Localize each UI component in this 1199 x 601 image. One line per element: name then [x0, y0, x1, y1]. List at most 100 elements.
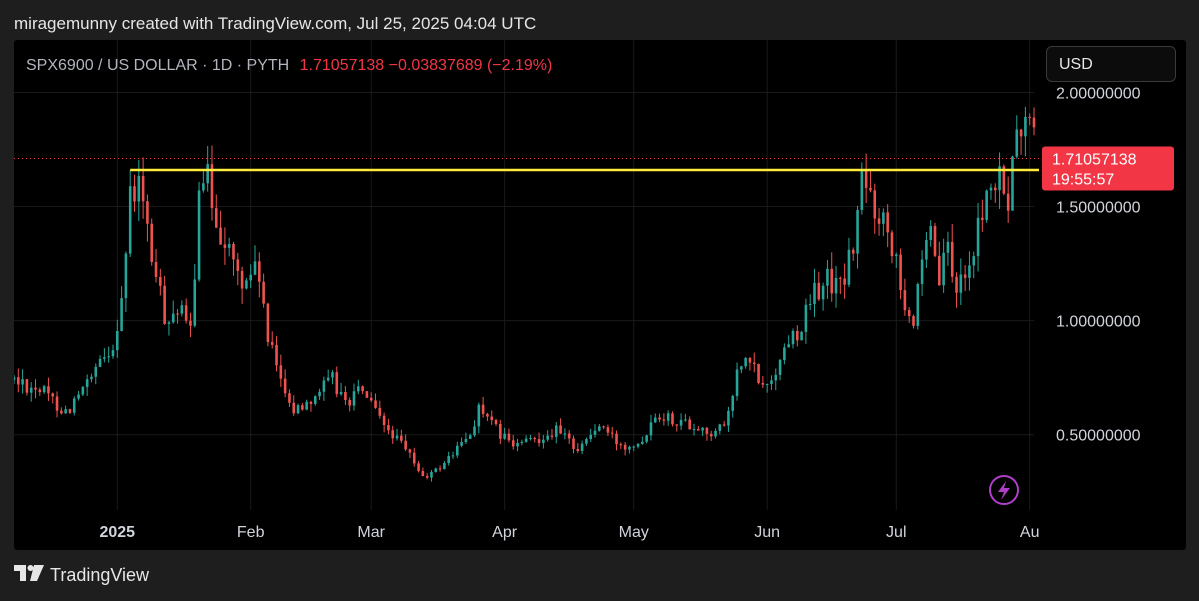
candle-body	[468, 435, 472, 439]
candle-body	[963, 274, 967, 278]
candle-body	[214, 208, 218, 228]
candle	[580, 440, 584, 455]
candle	[107, 346, 110, 363]
candle-body	[34, 387, 37, 390]
candle-body	[808, 303, 812, 305]
candle	[77, 391, 80, 401]
candle-body	[516, 442, 519, 447]
candle-body	[447, 456, 450, 463]
candle	[602, 425, 605, 430]
candle-body	[1032, 117, 1036, 128]
candle-body	[81, 387, 85, 395]
candle	[464, 432, 468, 445]
candle	[679, 413, 683, 431]
candle-body	[245, 280, 248, 289]
candle-body	[184, 305, 188, 321]
candle-body	[821, 285, 825, 300]
candle-body	[998, 166, 1001, 191]
candle	[778, 358, 782, 381]
candle	[826, 259, 829, 300]
candle-body	[14, 377, 16, 380]
candle	[365, 390, 369, 398]
currency-button[interactable]: USD	[1046, 46, 1176, 82]
candle	[1024, 106, 1027, 157]
candle-body	[938, 255, 941, 286]
price-chart[interactable]: 2025 Feb Mar Apr May Jun Jul Au 0.50000000 1.0000…	[14, 40, 1186, 550]
candle	[628, 445, 631, 454]
candle-body	[219, 227, 222, 245]
candle-body	[387, 425, 390, 431]
candle-body	[494, 420, 498, 424]
candle-body	[894, 254, 898, 257]
candle-body	[572, 438, 575, 449]
lightning-bolt-ring	[989, 475, 1019, 505]
candle	[21, 369, 24, 394]
candle	[847, 237, 851, 288]
candle	[64, 405, 67, 414]
chart-panel[interactable]: 2025 Feb Mar Apr May Jun Jul Au 0.50000000 1.0000…	[14, 40, 1186, 550]
candle	[761, 376, 765, 388]
candle	[378, 400, 382, 419]
candle-body	[886, 212, 889, 233]
candle	[959, 258, 963, 305]
candle-body	[968, 265, 971, 278]
candle	[400, 429, 403, 444]
candle	[804, 298, 808, 344]
candle	[925, 231, 928, 268]
candle-body	[524, 438, 528, 442]
candle	[542, 435, 545, 449]
candle	[524, 435, 528, 443]
candle	[774, 368, 778, 391]
candle	[851, 247, 855, 261]
candle-body	[585, 439, 588, 444]
candle-body	[29, 387, 33, 393]
candle-body	[77, 394, 80, 399]
candle	[309, 400, 313, 412]
candle	[757, 363, 760, 385]
candle-body	[1019, 129, 1023, 137]
candle	[817, 271, 821, 302]
candle	[813, 268, 816, 317]
candle	[29, 382, 33, 402]
candle-body	[460, 442, 463, 446]
candle	[318, 388, 321, 401]
candle	[494, 418, 498, 427]
candle-body	[133, 186, 136, 202]
candle-body	[348, 399, 351, 406]
candle-body	[326, 377, 330, 381]
candle	[938, 241, 941, 286]
candle	[727, 406, 730, 433]
candle-body	[610, 432, 614, 434]
candle-body	[275, 344, 278, 366]
candle-body	[589, 434, 592, 440]
candle-body	[598, 426, 601, 431]
candle-body	[443, 462, 446, 470]
candle-body	[197, 190, 201, 280]
candle	[408, 448, 412, 459]
candle-body	[950, 241, 954, 277]
candle	[985, 189, 988, 223]
tradingview-logo[interactable]: TradingView	[14, 563, 149, 587]
candle-body	[55, 396, 59, 411]
candle	[38, 387, 42, 396]
candle	[176, 309, 179, 324]
candle	[313, 395, 317, 406]
candle	[94, 363, 98, 385]
candle-body	[490, 416, 494, 421]
candle-body	[873, 190, 877, 219]
lightning-bolt-icon[interactable]	[989, 475, 1019, 505]
candle-body	[847, 249, 851, 285]
tradingview-logo-icon	[14, 564, 44, 586]
candle-body	[709, 433, 713, 437]
candle-body	[671, 413, 674, 425]
candle-body	[236, 259, 240, 271]
candle	[714, 428, 717, 439]
candle-body	[679, 419, 683, 426]
candle-body	[47, 386, 50, 394]
candle	[270, 331, 274, 349]
candle	[796, 325, 799, 347]
candle-body	[666, 413, 670, 421]
candle	[697, 425, 700, 431]
candle	[154, 248, 158, 283]
candle-body	[193, 279, 197, 326]
